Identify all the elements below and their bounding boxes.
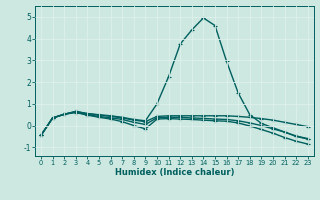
X-axis label: Humidex (Indice chaleur): Humidex (Indice chaleur) <box>115 168 234 177</box>
